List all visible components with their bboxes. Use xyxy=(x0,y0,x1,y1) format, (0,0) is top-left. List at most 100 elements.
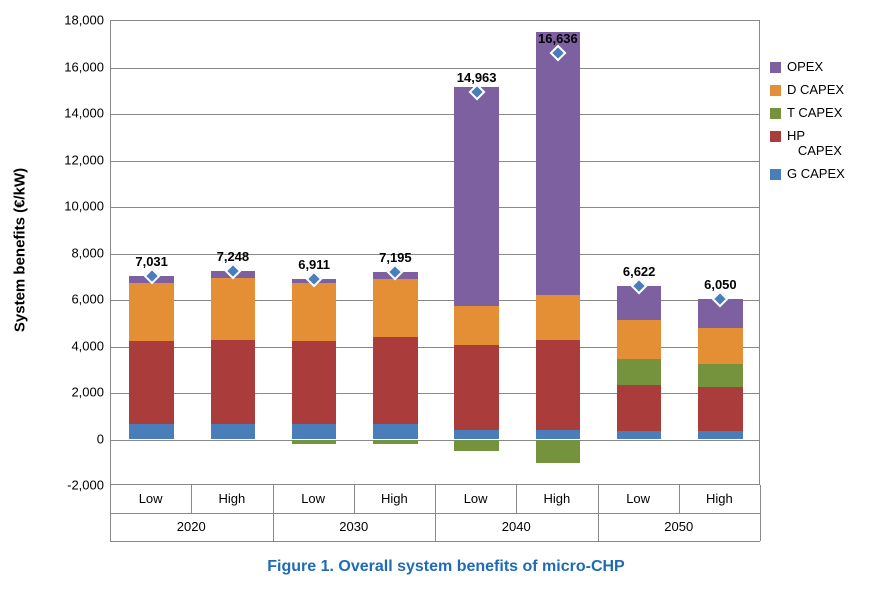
x-axis-tick xyxy=(598,485,599,541)
bar-segment-t_capex xyxy=(536,440,581,463)
legend-item-hp_capex: HP CAPEX xyxy=(770,129,880,159)
bar-segment-g_capex xyxy=(454,430,499,439)
bar-segment-g_capex xyxy=(698,431,743,439)
legend-item-t_capex: T CAPEX xyxy=(770,106,880,121)
bar-segment-opex xyxy=(454,87,499,306)
bar-total-label: 14,963 xyxy=(457,70,497,85)
bar-total-label: 7,031 xyxy=(135,254,168,269)
legend-swatch xyxy=(770,131,781,142)
x-axis-tick xyxy=(273,485,274,541)
x-axis-tick xyxy=(354,485,355,513)
bar-segment-g_capex xyxy=(129,424,174,439)
bar-segment-t_capex xyxy=(617,359,662,385)
bar-segment-t_capex xyxy=(698,364,743,387)
legend-swatch xyxy=(770,108,781,119)
bar-segment-hp_capex xyxy=(211,340,256,425)
x-axis-line xyxy=(110,541,760,542)
bar-segment-hp_capex xyxy=(617,385,662,432)
x-axis-sub-label: High xyxy=(706,491,733,506)
bar-segment-d_capex xyxy=(129,283,174,341)
y-tick-label: 10,000 xyxy=(64,199,104,214)
gridline xyxy=(111,300,759,301)
bar-total-label: 6,622 xyxy=(623,264,656,279)
y-tick-label: 16,000 xyxy=(64,59,104,74)
bar-total-label: 7,248 xyxy=(217,249,250,264)
x-axis-sub-label: High xyxy=(544,491,571,506)
bar-segment-d_capex xyxy=(698,328,743,364)
bar-segment-g_capex xyxy=(211,424,256,439)
bar-total-label: 6,911 xyxy=(298,257,330,272)
bar xyxy=(617,21,662,486)
bar-segment-hp_capex xyxy=(698,387,743,431)
y-tick-label: 12,000 xyxy=(64,152,104,167)
x-axis-sub-label: Low xyxy=(626,491,650,506)
bar-segment-g_capex xyxy=(292,424,337,439)
bar-segment-g_capex xyxy=(536,430,581,439)
legend-item-d_capex: D CAPEX xyxy=(770,83,880,98)
legend-item-g_capex: G CAPEX xyxy=(770,167,880,182)
legend-item-opex: OPEX xyxy=(770,60,880,75)
bar-segment-d_capex xyxy=(536,295,581,339)
bar-segment-hp_capex xyxy=(292,341,337,425)
y-tick-label: 6,000 xyxy=(71,292,104,307)
bar-segment-d_capex xyxy=(373,279,418,337)
bar-segment-hp_capex xyxy=(373,337,418,424)
bar-segment-t_capex xyxy=(373,440,418,445)
y-tick-label: 14,000 xyxy=(64,106,104,121)
y-axis-label: System benefits (€/kW) xyxy=(12,168,29,332)
bar-segment-hp_capex xyxy=(129,341,174,425)
gridline xyxy=(111,114,759,115)
legend-swatch xyxy=(770,169,781,180)
gridline xyxy=(111,161,759,162)
bar-segment-d_capex xyxy=(617,320,662,360)
gridline xyxy=(111,207,759,208)
gridline xyxy=(111,440,759,441)
bar-segment-hp_capex xyxy=(454,345,499,430)
plot-area: 7,031 7,248 6,911 7,195 14,963 16,636 6,622 6,0… xyxy=(110,20,760,485)
bar-segment-opex xyxy=(536,32,581,296)
bar xyxy=(536,21,581,486)
legend: OPEX D CAPEX T CAPEX HP CAPEX G CAPEX xyxy=(770,60,880,190)
x-axis-tick xyxy=(191,485,192,513)
gridline xyxy=(111,393,759,394)
legend-swatch xyxy=(770,85,781,96)
bar-total-label: 7,195 xyxy=(379,250,412,265)
bar xyxy=(292,21,337,486)
x-axis-tick xyxy=(516,485,517,513)
x-axis-sub-label: Low xyxy=(464,491,488,506)
gridline xyxy=(111,254,759,255)
x-axis-year-label: 2050 xyxy=(664,519,693,534)
bar-segment-hp_capex xyxy=(536,340,581,431)
bar xyxy=(698,21,743,486)
y-tick-label: 4,000 xyxy=(71,338,104,353)
x-axis-tick xyxy=(760,485,761,541)
legend-label: T CAPEX xyxy=(787,106,842,121)
legend-swatch xyxy=(770,62,781,73)
gridline xyxy=(111,347,759,348)
bar-segment-t_capex xyxy=(292,440,337,445)
bar-segment-d_capex xyxy=(454,306,499,346)
bar-segment-g_capex xyxy=(373,424,418,439)
x-axis-sub-label: Low xyxy=(139,491,163,506)
y-tick-label: 0 xyxy=(97,431,104,446)
legend-label: G CAPEX xyxy=(787,167,845,182)
bar-total-label: 6,050 xyxy=(704,277,737,292)
legend-label: D CAPEX xyxy=(787,83,844,98)
legend-label: HP CAPEX xyxy=(787,129,842,159)
y-tick-label: 2,000 xyxy=(71,385,104,400)
x-axis-year-label: 2030 xyxy=(339,519,368,534)
y-tick-label: 18,000 xyxy=(64,13,104,28)
bar-segment-d_capex xyxy=(292,283,337,341)
x-axis-sub-label: High xyxy=(381,491,408,506)
x-axis-tick xyxy=(435,485,436,541)
bar-total-label: 16,636 xyxy=(538,31,578,46)
x-axis-sub-label: High xyxy=(219,491,246,506)
bar-segment-g_capex xyxy=(617,431,662,439)
y-tick-label: -2,000 xyxy=(67,478,104,493)
x-axis-tick xyxy=(679,485,680,513)
x-axis-sub-label: Low xyxy=(301,491,325,506)
x-axis-year-label: 2020 xyxy=(177,519,206,534)
x-axis-year-label: 2040 xyxy=(502,519,531,534)
bar-segment-d_capex xyxy=(211,278,256,340)
y-tick-label: 8,000 xyxy=(71,245,104,260)
